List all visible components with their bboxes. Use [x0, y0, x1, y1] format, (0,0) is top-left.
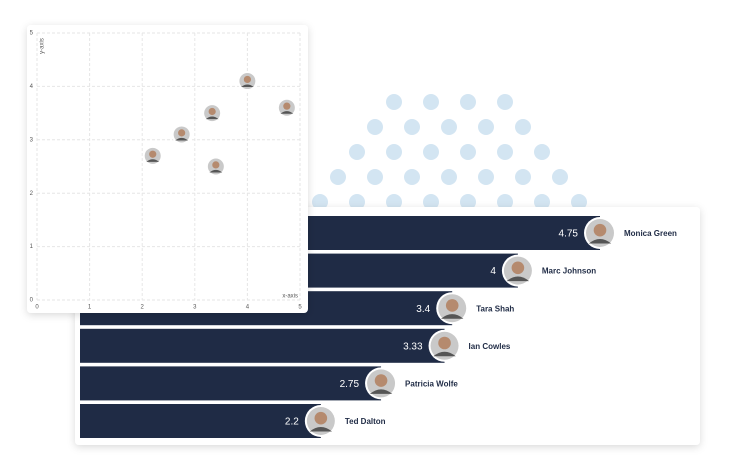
dot	[478, 169, 494, 185]
value-label: 2.2	[285, 417, 299, 428]
dot	[515, 169, 531, 185]
bar	[80, 404, 321, 438]
dot	[478, 119, 494, 135]
y-axis-label: y-axis	[40, 38, 46, 54]
dot	[423, 94, 439, 110]
avatar-face	[208, 107, 216, 116]
avatar-face	[178, 129, 186, 137]
avatar-body	[209, 169, 223, 173]
value-label: 2.75	[340, 379, 360, 390]
scatter-chart: x-axis y-axis 0 1 2 3 4 5 0 1 2 3 4 5	[30, 31, 303, 311]
dot	[460, 94, 476, 110]
y-tick-label: 2	[30, 191, 34, 197]
dot	[571, 194, 587, 210]
category-label: Ted Dalton	[345, 417, 386, 426]
x-tick-label: 1	[88, 305, 92, 311]
avatar-face	[593, 223, 607, 237]
dot	[441, 169, 457, 185]
point	[276, 97, 297, 118]
y-tick-label: 0	[30, 298, 34, 304]
dot	[386, 94, 402, 110]
avatar-face	[314, 411, 328, 425]
avatar-body	[241, 84, 254, 88]
y-tick-label: 3	[30, 137, 34, 143]
point	[142, 145, 163, 166]
x-tick-label: 2	[141, 305, 145, 311]
value-label: 4	[490, 266, 496, 277]
avatar-face	[243, 75, 251, 84]
point	[237, 71, 258, 92]
category-label: Monica Green	[624, 229, 677, 238]
category-label: Ian Cowles	[469, 342, 511, 351]
dot	[460, 194, 476, 210]
dot	[404, 119, 420, 135]
x-tick-label: 4	[246, 305, 250, 311]
point	[205, 156, 226, 177]
avatar-face	[212, 161, 220, 169]
scatter-card	[27, 25, 308, 313]
avatar-body	[433, 351, 456, 357]
dot	[367, 169, 383, 185]
bar	[80, 366, 382, 401]
category-label: Patricia Wolfe	[405, 380, 458, 389]
avatar-body	[175, 137, 189, 141]
avatar-body	[506, 276, 530, 282]
point	[202, 103, 223, 124]
x-tick-label: 0	[35, 305, 39, 311]
avatar-face	[283, 102, 291, 110]
x-tick-label: 5	[298, 305, 302, 311]
dot	[497, 194, 513, 210]
dot	[441, 119, 457, 135]
dot	[460, 144, 476, 160]
avatar-face	[149, 150, 157, 158]
category-label: Tara Shah	[476, 304, 514, 313]
avatar-face	[438, 336, 451, 350]
dot	[349, 144, 365, 160]
x-tick-label: 3	[193, 305, 197, 311]
avatar-face	[374, 374, 388, 387]
avatar-body	[205, 116, 219, 120]
dot	[312, 194, 328, 210]
avatar-body	[309, 426, 333, 432]
dot	[534, 144, 550, 160]
avatar-body	[441, 314, 464, 319]
avatar-body	[588, 238, 612, 244]
dot	[497, 144, 513, 160]
dot	[349, 194, 365, 210]
bar	[80, 328, 445, 363]
dot	[423, 194, 439, 210]
y-tick-label: 5	[30, 31, 34, 37]
avatar-body	[146, 159, 160, 162]
dot	[367, 119, 383, 135]
point	[171, 124, 192, 145]
dot	[404, 169, 420, 185]
dot	[386, 144, 402, 160]
category-label: Marc Johnson	[542, 267, 596, 276]
avatar-face	[445, 299, 459, 312]
dot	[497, 94, 513, 110]
value-label: 3.4	[416, 304, 430, 315]
value-label: 3.33	[403, 341, 423, 352]
dot	[534, 194, 550, 210]
avatar-body	[280, 111, 294, 114]
avatar-face	[511, 261, 525, 275]
dot	[515, 119, 531, 135]
avatar-body	[369, 389, 393, 394]
dot	[423, 144, 439, 160]
dot	[386, 194, 402, 210]
dot	[552, 169, 568, 185]
value-label: 4.75	[559, 229, 579, 240]
y-tick-label: 4	[30, 84, 34, 90]
x-axis-label: x-axis	[282, 294, 298, 300]
y-tick-label: 1	[30, 244, 34, 250]
dot	[330, 169, 346, 185]
dot-pattern	[312, 94, 587, 210]
